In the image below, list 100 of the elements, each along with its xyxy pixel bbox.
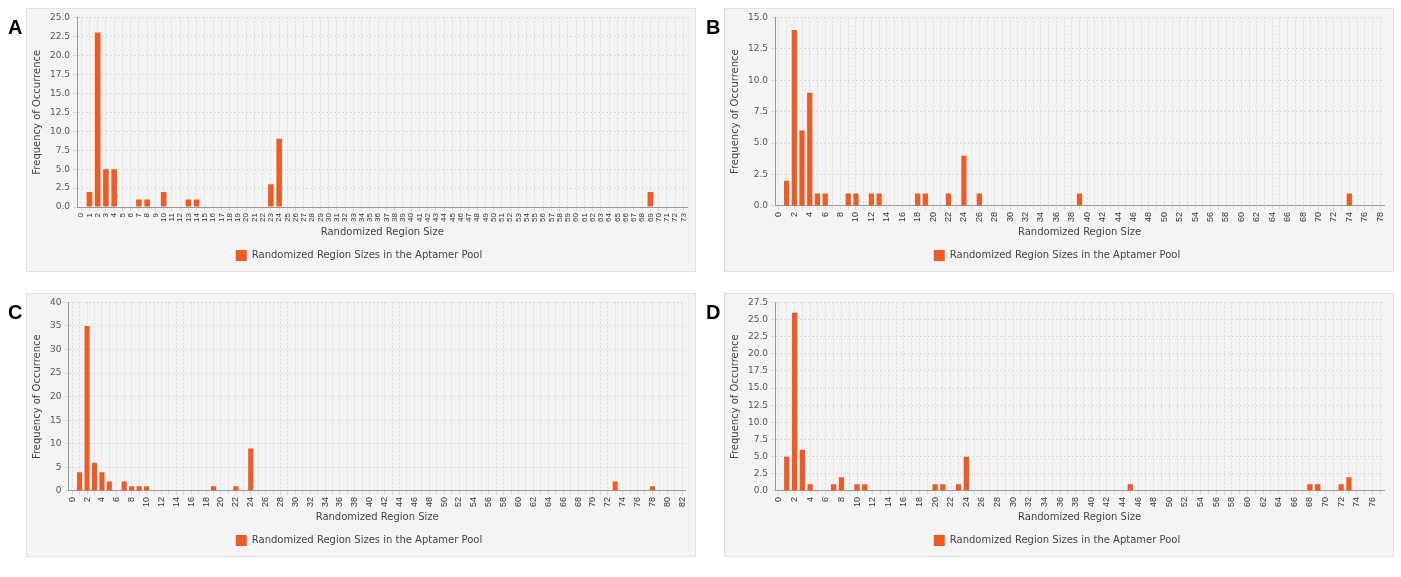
x-tick-label: 70 [587,496,598,507]
x-tick-label: 69 [645,212,655,223]
bar [932,484,938,491]
x-tick-label: 74 [1343,211,1354,222]
y-tick-label: 22.5 [49,30,71,41]
x-axis-title: Randomized Region Size [1018,225,1142,237]
x-tick-label: 22 [230,496,241,507]
x-tick-label: 76 [1359,211,1370,222]
y-tick-label: 10.0 [747,74,769,85]
x-tick-label: 74 [617,496,628,507]
x-tick-label: 0 [76,212,86,218]
x-tick-label: 58 [554,212,564,223]
bar [136,199,142,207]
x-tick-label: 20 [241,212,251,223]
bar [647,191,654,207]
x-tick-label: 42 [422,212,432,223]
x-tick-label: 6 [125,212,135,218]
x-tick-label: 55 [530,212,540,223]
y-tick-label: 2.5 [753,168,769,179]
x-tick-label: 56 [483,496,494,507]
x-tick-label: 24 [245,496,256,507]
x-tick-label: 60 [1235,211,1246,222]
bar [99,472,105,491]
bar [922,193,928,206]
x-tick-label: 44 [393,496,404,507]
x-tick-label: 76 [632,496,643,507]
bar [276,138,282,207]
x-tick-label: 29 [315,212,325,223]
x-tick-label: 22 [945,496,956,507]
x-tick-label: 48 [1148,496,1159,507]
x-tick-label: 46 [1127,211,1138,222]
bar [91,462,97,491]
bar [853,193,859,206]
x-tick-label: 26 [290,212,300,223]
x-tick-label: 18 [912,211,923,222]
x-tick-label: 30 [323,212,333,223]
legend-label: Randomized Region Sizes in the Aptamer Pool [251,534,483,546]
x-tick-label: 8 [835,496,846,502]
x-tick-label: 15 [200,212,210,223]
x-tick-label: 25 [282,212,292,223]
y-tick-label: 20.0 [49,49,71,60]
x-tick-label: 24 [958,211,969,222]
bar [268,184,274,207]
x-tick-label: 62 [527,496,538,507]
x-tick-label: 50 [1163,496,1174,507]
x-tick-label: 62 [587,212,597,223]
x-tick-label: 10 [851,496,862,507]
x-tick-label: 43 [431,212,441,223]
bar [868,193,874,206]
x-tick-label: 24 [960,496,971,507]
y-tick-label: 20.0 [747,348,769,359]
x-tick-label: 30 [289,496,300,507]
x-tick-label: 16 [185,496,196,507]
y-tick-label: 12.5 [747,43,769,54]
x-tick-label: 50 [1158,211,1169,222]
y-tick-label: 15.0 [747,382,769,393]
x-axis-title: Randomized Region Size [320,225,444,237]
x-tick-label: 4 [109,212,119,218]
x-tick-label: 67 [629,212,639,223]
x-tick-label: 44 [1112,211,1123,222]
x-tick-label: 68 [572,496,583,507]
x-tick-label: 6 [819,211,830,217]
x-tick-label: 71 [662,212,672,223]
x-tick-label: 8 [126,496,137,502]
bar [845,193,851,206]
x-tick-label: 36 [1054,496,1065,507]
x-tick-label: 48 [472,212,482,223]
x-tick-label: 70 [1312,211,1323,222]
x-tick-label: 82 [676,496,687,507]
x-tick-label: 23 [266,212,276,223]
y-axis-title: Frequency of Occurrence [30,49,42,175]
x-tick-label: 40 [1085,496,1096,507]
x-tick-label: 10 [158,212,168,223]
x-tick-label: 38 [349,496,360,507]
x-tick-label: 32 [1020,211,1031,222]
x-tick-label: 66 [557,496,568,507]
x-tick-label: 2 [789,496,800,502]
x-tick-label: 68 [1304,496,1315,507]
x-tick-label: 44 [439,212,449,223]
y-tick-label: 35 [50,320,62,331]
x-tick-label: 60 [571,212,581,223]
y-tick-label: 40 [50,296,62,307]
x-tick-label: 19 [233,212,243,223]
x-tick-label: 0 [773,496,784,502]
x-tick-label: 12 [867,496,878,507]
bar [976,193,982,206]
bar [822,193,828,206]
y-tick-label: 5 [55,461,62,472]
y-tick-label: 5.0 [753,137,769,148]
y-tick-label: 10.0 [747,416,769,427]
x-tick-label: 18 [200,496,211,507]
bar [1346,193,1352,206]
x-tick-label: 54 [1195,496,1206,507]
y-tick-label: 2.5 [55,182,71,193]
x-tick-label: 14 [881,211,892,222]
x-tick-label: 14 [170,496,181,507]
x-tick-label: 46 [408,496,419,507]
x-tick-label: 68 [1297,211,1308,222]
y-tick-label: 5.0 [753,451,769,462]
y-tick-label: 0.0 [753,485,769,496]
